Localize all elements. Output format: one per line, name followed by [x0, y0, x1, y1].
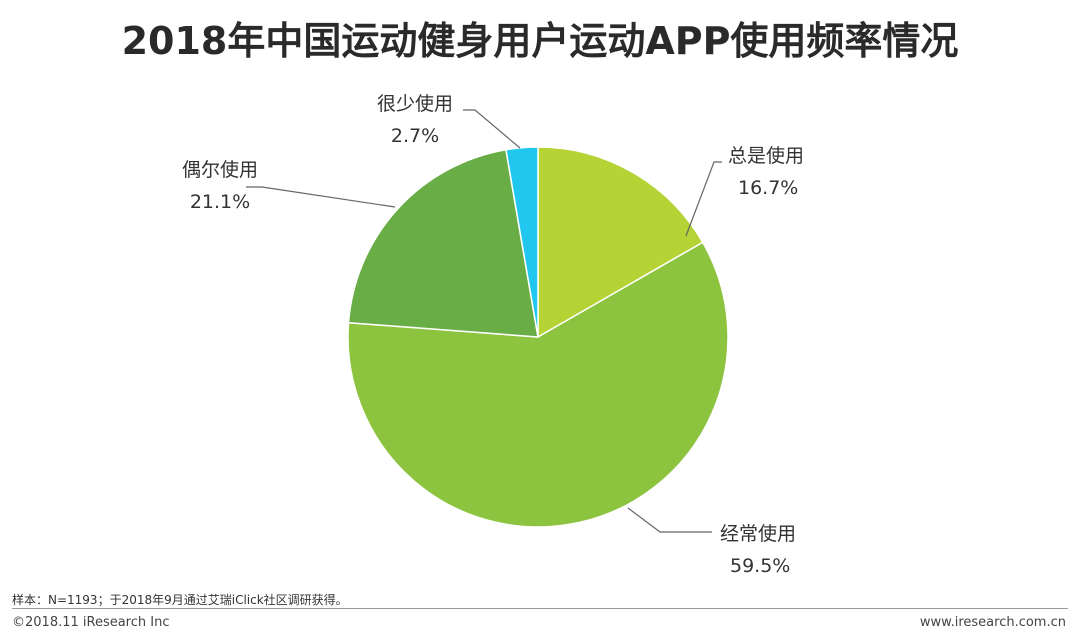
leader-line-1 — [685, 161, 722, 237]
leader-line-2 — [627, 507, 712, 533]
leader-line-3 — [246, 186, 396, 208]
copyright-text: ©2018.11 iResearch Inc — [12, 615, 170, 630]
leader-line-4 — [463, 109, 521, 149]
slice-value-2: 59.5% — [730, 555, 790, 577]
slice-value-3: 21.1% — [190, 191, 250, 213]
slice-label-1: 总是使用 — [728, 145, 804, 167]
slice-label-4: 很少使用 — [377, 93, 453, 115]
footer-divider — [12, 608, 1068, 609]
sample-note: 样本：N=1193；于2018年9月通过艾瑞iClick社区调研获得。 — [12, 593, 348, 607]
chart-title: 2018年中国运动健身用户运动APP使用频率情况 — [121, 19, 959, 63]
pie-slice-3 — [347, 148, 539, 338]
pie-chart: 总是使用 16.7% 经常使用 59.5% 偶尔使用 21.1% 很少使用 2.7% — [182, 93, 804, 577]
pie-slice-4 — [505, 146, 539, 338]
pie-slice-2 — [347, 241, 729, 528]
pie-slice-1 — [537, 146, 704, 339]
slice-label-2: 经常使用 — [720, 523, 796, 545]
slice-label-3: 偶尔使用 — [182, 159, 258, 181]
slice-value-1: 16.7% — [738, 177, 798, 199]
website-link[interactable]: www.iresearch.com.cn — [919, 615, 1066, 630]
slice-value-4: 2.7% — [391, 125, 439, 147]
